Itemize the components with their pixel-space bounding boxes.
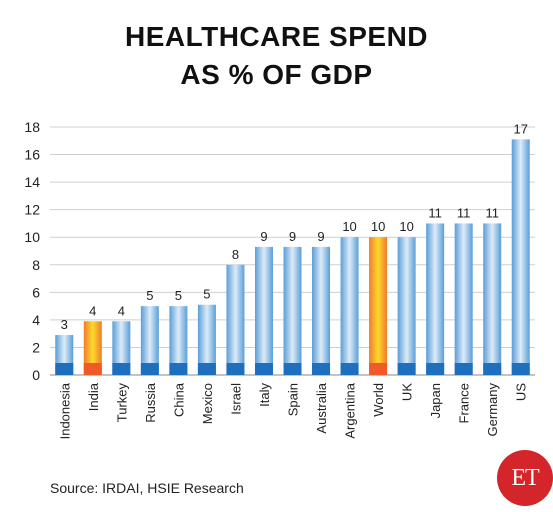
y-tick-label: 2 xyxy=(32,339,40,355)
bar-turkey xyxy=(112,321,131,375)
data-label-india: 4 xyxy=(89,303,96,318)
y-tick-label: 8 xyxy=(32,257,40,273)
bar-spain xyxy=(283,246,302,375)
y-tick-label: 12 xyxy=(24,202,40,218)
chart-title-line-1: HEALTHCARE SPEND xyxy=(124,21,429,52)
data-label-indonesia: 3 xyxy=(61,317,68,332)
x-tick-label-israel: Israel xyxy=(228,383,243,415)
et-logo-text: ET xyxy=(511,464,539,491)
bar-base-argentina xyxy=(340,363,359,375)
bar-israel xyxy=(226,264,245,375)
bar-base-india xyxy=(83,363,102,375)
x-tick-label-russia: Russia xyxy=(143,382,158,423)
bar-base-japan xyxy=(426,363,445,375)
y-tick-label: 14 xyxy=(24,174,40,190)
bar-base-us xyxy=(511,363,530,375)
bar-mexico xyxy=(197,304,216,375)
chart-title: HEALTHCARE SPEND AS % OF GDP xyxy=(0,18,553,94)
y-tick-label: 18 xyxy=(24,119,40,135)
bar-chart: 0 2 4 6 8 10 12 14 16 18 3 4 4 5 5 5 8 9 9 9 10 10 10 11 11 11 17… xyxy=(24,119,535,439)
chart-title-line-2: AS % OF GDP xyxy=(180,59,373,90)
y-axis-tick-labels: 0 2 4 6 8 10 12 14 16 18 xyxy=(24,119,40,383)
bar-base-australia xyxy=(312,363,331,375)
data-label-spain: 9 xyxy=(289,229,296,244)
x-tick-label-japan: Japan xyxy=(428,383,443,418)
x-tick-label-france: France xyxy=(457,383,472,423)
bar-argentina xyxy=(340,237,359,375)
bars xyxy=(55,139,530,375)
data-label-germany: 11 xyxy=(485,205,499,220)
source-note: Source: IRDAI, HSIE Research xyxy=(50,480,244,496)
x-tick-label-australia: Australia xyxy=(314,382,329,433)
data-label-uk: 10 xyxy=(399,219,413,234)
data-label-israel: 8 xyxy=(232,247,239,262)
y-tick-label: 0 xyxy=(32,367,40,383)
bar-russia xyxy=(140,306,159,375)
bar-base-china xyxy=(169,363,188,375)
x-axis-tick-labels: Indonesia India Turkey Russia China Mexico Isr… xyxy=(57,382,528,439)
data-label-japan: 11 xyxy=(428,205,442,220)
data-label-us: 17 xyxy=(514,121,528,136)
y-tick-label: 10 xyxy=(24,229,40,245)
bar-uk xyxy=(397,237,416,375)
bar-base-spain xyxy=(283,363,302,375)
bar-base-italy xyxy=(254,363,273,375)
data-label-russia: 5 xyxy=(146,288,153,303)
x-tick-label-india: India xyxy=(86,382,101,411)
x-tick-label-italy: Italy xyxy=(257,383,272,407)
bar-germany xyxy=(483,223,502,375)
bar-us xyxy=(511,139,530,375)
y-tick-label: 4 xyxy=(32,312,40,328)
bar-china xyxy=(169,306,188,375)
y-tick-label: 16 xyxy=(24,147,40,163)
bar-base-mexico xyxy=(197,363,216,375)
data-label-turkey: 4 xyxy=(118,303,125,318)
bar-base-france xyxy=(454,363,473,375)
x-tick-label-china: China xyxy=(171,382,186,417)
x-tick-label-argentina: Argentina xyxy=(343,382,358,438)
x-tick-label-turkey: Turkey xyxy=(114,383,129,423)
bar-base-indonesia xyxy=(55,363,74,375)
bar-india xyxy=(83,321,102,375)
y-tick-label: 6 xyxy=(32,284,40,300)
data-label-world: 10 xyxy=(371,219,385,234)
x-tick-label-uk: UK xyxy=(400,383,415,401)
data-label-mexico: 5 xyxy=(203,287,210,302)
bar-base-turkey xyxy=(112,363,131,375)
bar-base-world xyxy=(369,363,388,375)
bar-base-russia xyxy=(140,363,159,375)
bar-base-germany xyxy=(483,363,502,375)
bar-japan xyxy=(426,223,445,375)
bar-france xyxy=(454,223,473,375)
et-logo: ET xyxy=(497,450,553,506)
x-tick-label-world: World xyxy=(371,383,386,417)
x-tick-label-germany: Germany xyxy=(485,383,500,437)
data-label-italy: 9 xyxy=(260,229,267,244)
x-tick-label-mexico: Mexico xyxy=(200,383,215,424)
bar-base-uk xyxy=(397,363,416,375)
bar-italy xyxy=(254,246,273,375)
x-tick-label-spain: Spain xyxy=(286,383,301,416)
x-tick-label-indonesia: Indonesia xyxy=(57,382,72,439)
data-labels: 3 4 4 5 5 5 8 9 9 9 10 10 10 11 11 11 17 xyxy=(61,121,528,332)
data-label-france: 11 xyxy=(457,205,471,220)
bar-australia xyxy=(312,246,331,375)
data-label-australia: 9 xyxy=(317,229,324,244)
data-label-china: 5 xyxy=(175,288,182,303)
data-label-argentina: 10 xyxy=(342,219,356,234)
bar-world xyxy=(369,237,388,375)
bar-base-israel xyxy=(226,363,245,375)
x-tick-label-us: US xyxy=(514,383,529,401)
